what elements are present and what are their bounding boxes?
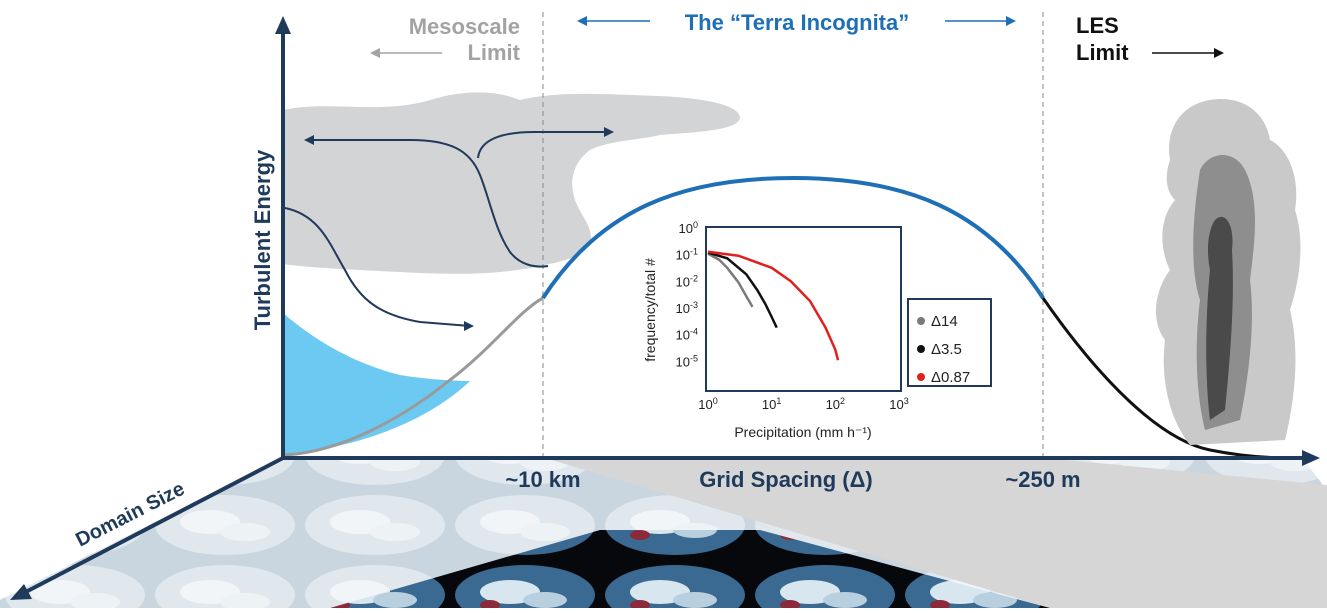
depth-axis-arrowhead <box>10 584 32 600</box>
inset-series-lines <box>707 250 840 361</box>
inset-legend-box <box>907 298 992 387</box>
inset-legend-label: Δ0.87 <box>931 369 970 386</box>
terra-arrowhead-left <box>577 16 587 26</box>
inset-x-tick-label: 103 <box>889 396 908 412</box>
x-axis-label: Grid Spacing (Δ) <box>699 467 873 492</box>
inset-series-line <box>707 251 778 329</box>
inset-legend-label: Δ14 <box>931 313 958 330</box>
mesoscale-arrowhead <box>370 48 380 58</box>
inset-x-tick-label: 102 <box>826 396 845 412</box>
inset-legend: Δ14 Δ3.5 Δ0.87 <box>917 313 970 386</box>
les-plume <box>1155 99 1301 446</box>
inset-y-tick-label: 10-5 <box>676 353 698 369</box>
inset-series-line <box>707 250 840 361</box>
les-arrowhead <box>1214 48 1224 58</box>
inset-legend-marker <box>917 317 925 325</box>
terra-incognita-label: The “Terra Incognita” <box>685 10 910 35</box>
inset-y-tick-label: 10-1 <box>676 247 698 263</box>
inset-y-tick-label: 100 <box>679 220 698 236</box>
y-axis-label: Turbulent Energy <box>250 149 275 330</box>
inset-legend-marker <box>917 345 925 353</box>
cloud-shape <box>283 92 740 274</box>
inset-x-tick-label: 101 <box>762 396 781 412</box>
depth-axis <box>17 456 284 598</box>
flow-arrowheads <box>304 127 614 331</box>
x-axis-arrowhead <box>1302 450 1320 466</box>
terra-arrowhead-right <box>1006 16 1016 26</box>
water-region <box>283 313 470 455</box>
les-label-line1: LES <box>1076 13 1119 38</box>
inset-series-line <box>707 252 754 308</box>
inset-chart: frequency/total # Precipitation (mm h⁻¹)… <box>642 220 992 440</box>
inset-y-label: frequency/total # <box>642 258 658 362</box>
inset-y-tick-label: 10-3 <box>676 300 698 316</box>
inset-y-tick-label: 10-4 <box>676 327 698 343</box>
inset-tick-labels: 100 101 102 103 100 10-1 10-2 10-3 10-4 10-5 <box>676 220 909 412</box>
energy-curve-blue <box>541 175 1045 300</box>
les-label-line2: Limit <box>1076 40 1129 65</box>
inset-legend-label: Δ3.5 <box>931 341 962 358</box>
x-marker-left: ~10 km <box>505 467 580 492</box>
inset-plot-frame <box>705 226 902 392</box>
x-marker-right: ~250 m <box>1005 467 1080 492</box>
high-res-strip <box>330 530 1050 608</box>
flow-arrows <box>284 131 610 327</box>
projection-wedge <box>545 458 1327 608</box>
y-axis-arrowhead <box>275 16 291 34</box>
mesoscale-label-line1: Mesoscale <box>409 14 520 39</box>
inset-x-tick-label: 100 <box>698 396 717 412</box>
inset-legend-marker <box>917 373 925 381</box>
energy-curve-gray <box>284 296 544 457</box>
mesoscale-label-line2: Limit <box>467 40 520 65</box>
inset-y-tick-label: 10-2 <box>676 273 698 289</box>
inset-x-label: Precipitation (mm h⁻¹) <box>734 424 871 440</box>
